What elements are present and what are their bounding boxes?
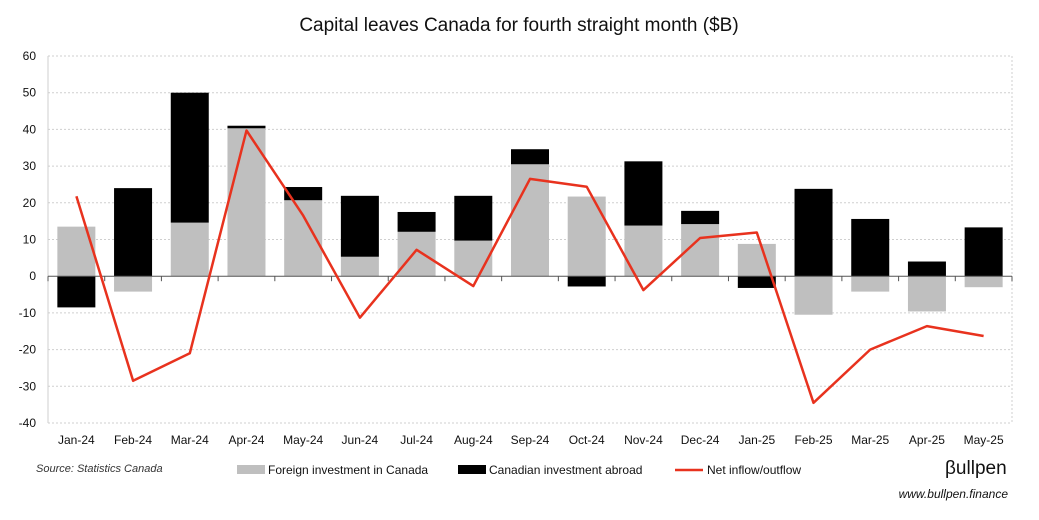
bar-canadian-investment-abroad (454, 195, 493, 241)
bar-foreign-investment (340, 256, 379, 277)
bar-foreign-investment (511, 164, 549, 277)
legend-swatch-foreign (237, 465, 265, 474)
bar-foreign-investment (964, 276, 1003, 288)
bar-canadian-investment-abroad (851, 218, 890, 277)
x-tick-label: Jan-25 (738, 433, 775, 447)
x-tick-label: Dec-24 (681, 433, 720, 447)
y-tick-label: 40 (23, 122, 37, 136)
y-tick-label: -30 (19, 379, 37, 393)
legend-label-net: Net inflow/outflow (707, 463, 801, 477)
bar-canadian-investment-abroad (114, 188, 153, 277)
x-tick-label: Oct-24 (569, 433, 605, 447)
bar-canadian-investment-abroad (681, 210, 720, 225)
bar-foreign-investment (624, 225, 663, 277)
tick-labels: -40 -30 -20 -10 0 10 20 30 40 50 60 Jan-24 Feb-24 Mar… (19, 49, 1004, 447)
x-tick-label: Feb-24 (114, 433, 152, 447)
y-tick-label: -40 (19, 416, 37, 430)
bar-foreign-investment (397, 231, 436, 277)
x-tick-label: Nov-24 (624, 433, 663, 447)
bar-canadian-investment-abroad (227, 125, 266, 129)
x-tick-label: Sep-24 (511, 433, 550, 447)
bar-canadian-investment-abroad (397, 211, 436, 232)
x-tick-label: Mar-25 (851, 433, 889, 447)
bar-canadian-investment-abroad (907, 261, 946, 277)
bar-canadian-investment-abroad (964, 227, 1003, 277)
x-tick-label: May-25 (964, 433, 1004, 447)
bar-canadian-investment-abroad (340, 195, 379, 257)
bar-canadian-investment-abroad (170, 92, 209, 223)
bar-canadian-investment-abroad (737, 276, 776, 288)
bar-foreign-investment (57, 226, 96, 277)
bar-canadian-investment-abroad (511, 149, 549, 165)
source-note: Source: Statistics Canada (36, 463, 163, 475)
bar-canadian-investment-abroad (57, 276, 96, 308)
bar-canadian-investment-abroad (284, 187, 323, 201)
bar-foreign-investment (227, 128, 266, 277)
bar-canadian-investment-abroad (567, 276, 606, 287)
x-tick-label: Feb-25 (795, 433, 833, 447)
x-tick-label: Apr-24 (228, 433, 264, 447)
y-tick-label: -10 (19, 306, 37, 320)
bar-foreign-investment (114, 276, 153, 292)
bar-canadian-investment-abroad (624, 161, 663, 226)
brand-url: www.bullpen.finance (899, 487, 1009, 501)
x-tick-label: Jul-24 (400, 433, 433, 447)
x-tick-label: Aug-24 (454, 433, 493, 447)
x-tick-label: Jan-24 (58, 433, 95, 447)
legend: Foreign investment in Canada Canadian in… (237, 463, 801, 477)
y-tick-label: 60 (23, 49, 37, 63)
net-flow-line (75, 129, 984, 405)
bar-canadian-investment-abroad (794, 188, 833, 277)
bar-layer (57, 92, 1003, 315)
legend-swatch-abroad (458, 465, 486, 474)
x-tick-label: May-24 (283, 433, 323, 447)
bar-foreign-investment (454, 240, 493, 277)
bar-foreign-investment (851, 276, 890, 292)
x-tick-label: Apr-25 (909, 433, 945, 447)
y-tick-label: 30 (23, 159, 37, 173)
bar-foreign-investment (794, 276, 833, 315)
y-tick-label: 20 (23, 196, 37, 210)
y-tick-label: -20 (19, 343, 37, 357)
bar-foreign-investment (907, 276, 946, 312)
x-tick-label: Jun-24 (342, 433, 379, 447)
brand-logo: βullpen (945, 458, 1007, 479)
line-layer (75, 129, 984, 405)
y-tick-label: 0 (29, 269, 36, 283)
y-tick-label: 10 (23, 233, 37, 247)
legend-label-foreign: Foreign investment in Canada (268, 463, 428, 477)
y-tick-label: 50 (23, 86, 37, 100)
bar-foreign-investment (170, 222, 209, 277)
legend-label-abroad: Canadian investment abroad (489, 463, 642, 477)
x-tick-label: Mar-24 (171, 433, 209, 447)
chart-title: Capital leaves Canada for fourth straigh… (299, 15, 738, 36)
